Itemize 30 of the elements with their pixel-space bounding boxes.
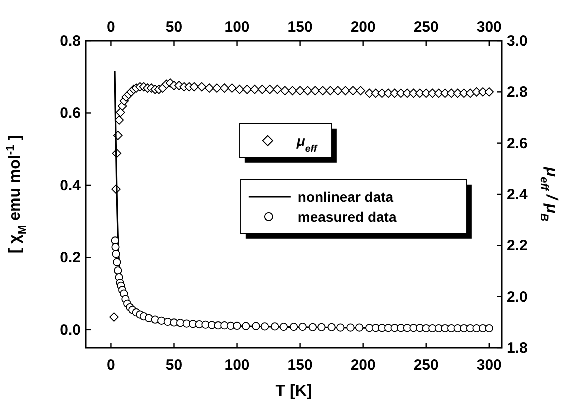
legend-label: μ$_{eff}$ xyxy=(296,132,319,154)
y2-tick-label: 1.8 xyxy=(507,340,528,357)
y-tick-label: 0.2 xyxy=(60,250,81,267)
x2-tick-label: 100 xyxy=(224,357,250,374)
x2-tick-label: 250 xyxy=(414,357,439,374)
x2-tick-label: 300 xyxy=(476,357,502,374)
y2-tick-label: 2.2 xyxy=(507,238,528,255)
x-tick-label: 50 xyxy=(166,19,183,36)
y2-tick-label: 2.8 xyxy=(507,84,528,102)
legend-label: nonlinear data xyxy=(298,188,394,205)
x-axis-title: T [K] xyxy=(276,383,312,400)
x2-tick-label: 0 xyxy=(107,357,116,374)
x-tick-label: 150 xyxy=(288,19,313,36)
x2-tick-label: 50 xyxy=(166,357,183,374)
y-tick-label: 0.6 xyxy=(60,105,81,122)
x2-tick-label: 150 xyxy=(288,357,313,374)
legend-label: measured data xyxy=(298,208,397,225)
x-tick-label: 0 xyxy=(107,19,116,36)
x2-tick-label: 200 xyxy=(350,357,376,374)
x-tick-label: 100 xyxy=(224,19,250,36)
y-tick-label: 0.4 xyxy=(60,177,82,194)
y2-tick-label: 2.4 xyxy=(507,186,529,204)
x-tick-label: 300 xyxy=(476,19,502,36)
x-tick-label: 250 xyxy=(414,19,439,36)
y-tick-label: 0.8 xyxy=(60,33,81,50)
y2-tick-label: 2.6 xyxy=(507,135,528,152)
y-tick-label: 0.0 xyxy=(60,322,81,339)
y2-tick-label: 2.0 xyxy=(507,288,528,306)
x-tick-label: 200 xyxy=(350,19,376,36)
y2-tick-label: 3.0 xyxy=(507,33,528,50)
